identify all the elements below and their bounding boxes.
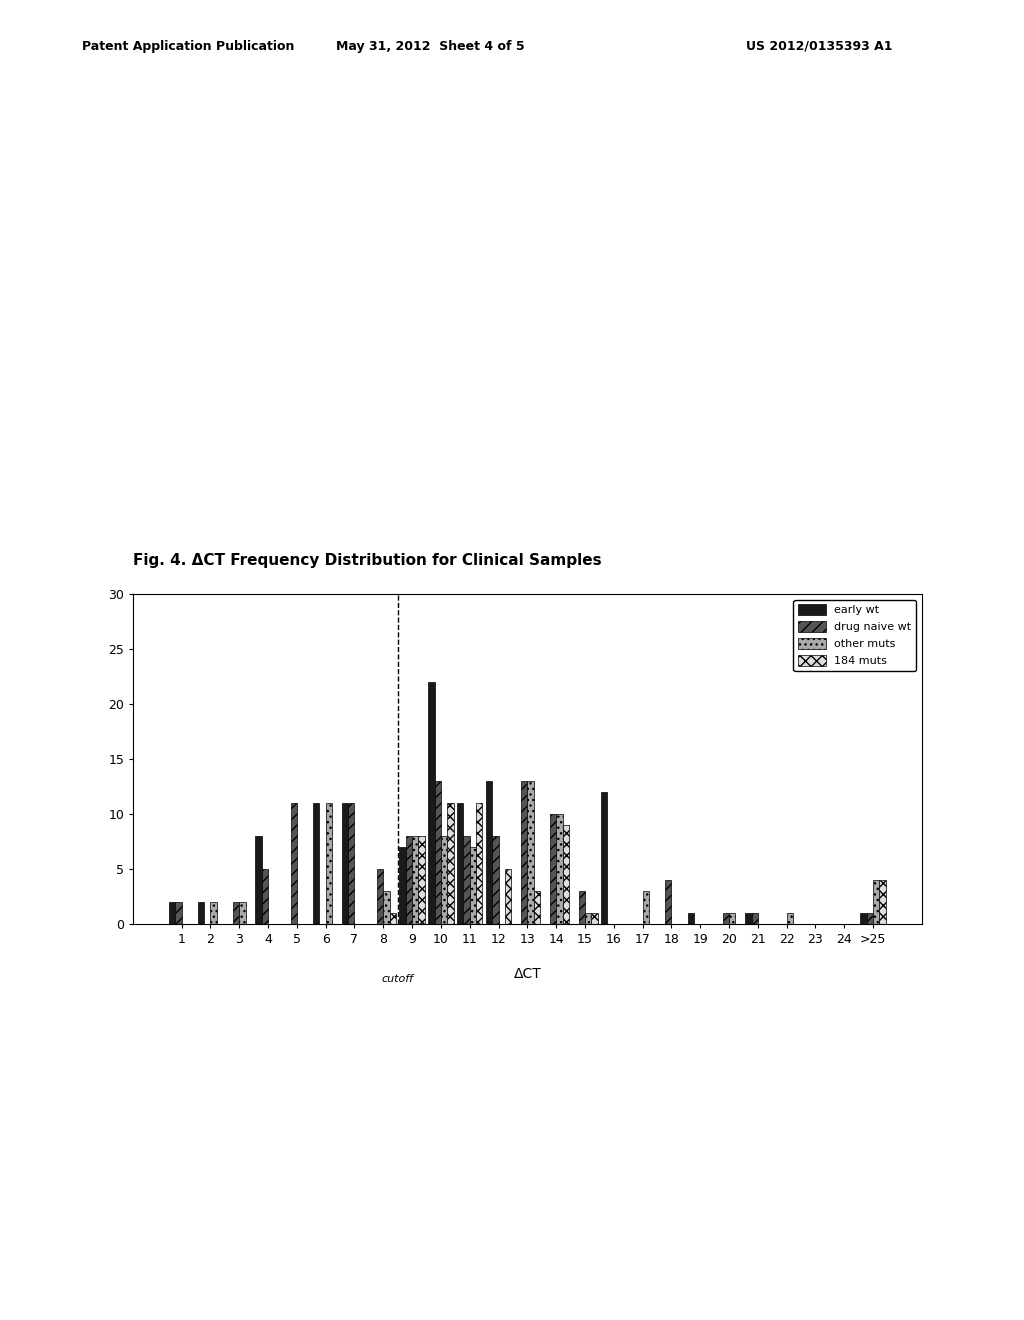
Bar: [485, 781, 493, 924]
Bar: [441, 836, 447, 924]
Bar: [419, 836, 425, 924]
Bar: [665, 880, 672, 924]
Text: cutoff: cutoff: [382, 974, 414, 983]
Bar: [579, 891, 585, 924]
Bar: [880, 880, 886, 924]
Bar: [434, 781, 441, 924]
Bar: [786, 913, 793, 924]
Bar: [470, 847, 476, 924]
Bar: [390, 913, 396, 924]
Bar: [527, 781, 534, 924]
Bar: [550, 814, 556, 924]
Bar: [313, 803, 319, 924]
X-axis label: ΔCT: ΔCT: [513, 966, 542, 981]
Bar: [348, 803, 354, 924]
Bar: [232, 902, 240, 924]
Bar: [562, 825, 569, 924]
Bar: [505, 869, 511, 924]
Bar: [211, 902, 217, 924]
Bar: [406, 836, 412, 924]
Bar: [601, 792, 607, 924]
Bar: [476, 803, 482, 924]
Bar: [866, 913, 873, 924]
Bar: [464, 836, 470, 924]
Bar: [240, 902, 246, 924]
Bar: [493, 836, 499, 924]
Bar: [643, 891, 649, 924]
Bar: [521, 781, 527, 924]
Bar: [169, 902, 175, 924]
Bar: [860, 913, 866, 924]
Text: Fig. 4. ΔCT Frequency Distribution for Clinical Samples: Fig. 4. ΔCT Frequency Distribution for C…: [133, 553, 602, 568]
Bar: [326, 803, 332, 924]
Bar: [291, 803, 297, 924]
Bar: [255, 836, 262, 924]
Bar: [723, 913, 729, 924]
Text: US 2012/0135393 A1: US 2012/0135393 A1: [745, 40, 893, 53]
Bar: [412, 836, 419, 924]
Bar: [399, 847, 406, 924]
Bar: [383, 891, 390, 924]
Text: Patent Application Publication: Patent Application Publication: [82, 40, 294, 53]
Bar: [377, 869, 383, 924]
Bar: [585, 913, 591, 924]
Text: May 31, 2012  Sheet 4 of 5: May 31, 2012 Sheet 4 of 5: [336, 40, 524, 53]
Bar: [752, 913, 758, 924]
Bar: [342, 803, 348, 924]
Bar: [428, 682, 434, 924]
Bar: [457, 803, 464, 924]
Bar: [745, 913, 752, 924]
Bar: [175, 902, 181, 924]
Bar: [198, 902, 204, 924]
Bar: [556, 814, 562, 924]
Bar: [262, 869, 268, 924]
Bar: [729, 913, 735, 924]
Bar: [873, 880, 880, 924]
Bar: [447, 803, 454, 924]
Legend: early wt, drug naive wt, other muts, 184 muts: early wt, drug naive wt, other muts, 184…: [794, 599, 916, 671]
Bar: [687, 913, 694, 924]
Bar: [591, 913, 598, 924]
Bar: [534, 891, 540, 924]
